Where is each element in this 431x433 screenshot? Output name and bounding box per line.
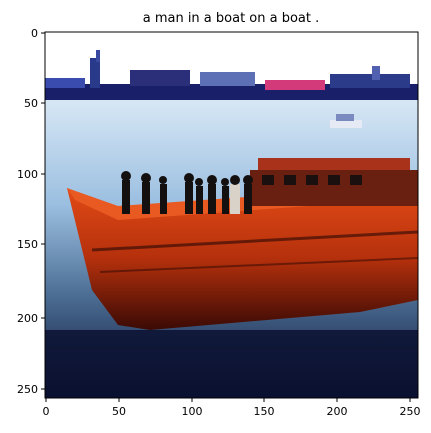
small-boat	[330, 114, 362, 128]
y-tick-label: 250	[17, 383, 38, 396]
x-tick-label: 0	[43, 405, 50, 418]
y-tick-label: 200	[17, 312, 38, 325]
y-tick-label: 100	[17, 168, 38, 181]
y-tick-label: 50	[24, 97, 38, 110]
x-tick-label: 200	[327, 405, 348, 418]
fishing-boat	[67, 158, 418, 330]
harbor-skyline	[45, 50, 418, 102]
x-axis: 0 50 100 150 200 250	[43, 398, 421, 418]
figure-title: a man in a boat on a boat .	[143, 11, 320, 26]
y-tick-label: 150	[17, 238, 38, 251]
x-tick-label: 50	[112, 405, 126, 418]
y-axis: 0 50 100 150 200 250	[17, 27, 45, 396]
x-tick-label: 250	[400, 405, 421, 418]
axes-frame	[44, 31, 419, 399]
y-tick-label: 0	[31, 27, 38, 40]
x-tick-label: 150	[254, 405, 275, 418]
x-tick-label: 100	[182, 405, 203, 418]
photo	[45, 32, 418, 398]
